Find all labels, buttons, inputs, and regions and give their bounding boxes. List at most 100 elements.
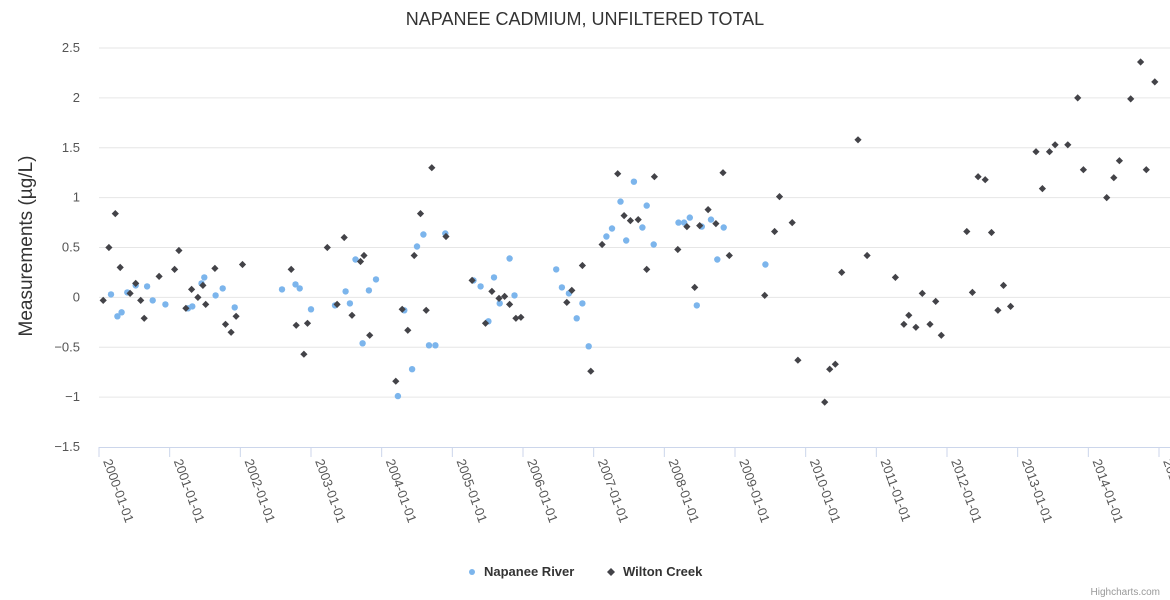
data-point[interactable] bbox=[333, 300, 341, 308]
data-point[interactable] bbox=[359, 340, 366, 347]
data-point[interactable] bbox=[420, 231, 427, 238]
data-point[interactable] bbox=[408, 366, 416, 373]
data-point[interactable] bbox=[603, 233, 610, 240]
data-point[interactable] bbox=[725, 251, 733, 260]
data-point[interactable] bbox=[794, 356, 802, 364]
data-point[interactable] bbox=[422, 306, 430, 314]
data-point[interactable] bbox=[999, 281, 1008, 289]
data-point[interactable] bbox=[107, 291, 115, 298]
data-point[interactable] bbox=[643, 202, 650, 209]
data-point[interactable] bbox=[650, 241, 657, 248]
data-point[interactable] bbox=[1115, 157, 1123, 165]
data-point[interactable] bbox=[425, 342, 433, 349]
data-point[interactable] bbox=[626, 217, 634, 225]
data-point[interactable] bbox=[1074, 94, 1082, 102]
data-point[interactable] bbox=[650, 173, 658, 181]
data-point[interactable] bbox=[918, 289, 926, 297]
data-point[interactable] bbox=[416, 210, 425, 218]
data-point[interactable] bbox=[366, 331, 374, 339]
data-point[interactable] bbox=[392, 377, 400, 385]
data-point[interactable] bbox=[1127, 95, 1135, 103]
data-point[interactable] bbox=[1137, 58, 1145, 66]
data-point[interactable] bbox=[155, 272, 163, 280]
data-point[interactable] bbox=[608, 225, 616, 232]
data-point[interactable] bbox=[831, 360, 839, 368]
data-point[interactable] bbox=[762, 261, 769, 268]
data-point[interactable] bbox=[981, 176, 989, 184]
data-point[interactable] bbox=[720, 224, 727, 231]
data-point[interactable] bbox=[634, 216, 642, 224]
data-point[interactable] bbox=[140, 314, 148, 322]
data-point[interactable] bbox=[194, 293, 202, 301]
data-point[interactable] bbox=[974, 173, 982, 181]
data-point[interactable] bbox=[232, 312, 240, 320]
data-point[interactable] bbox=[490, 274, 498, 281]
data-point[interactable] bbox=[132, 279, 140, 287]
data-point[interactable] bbox=[162, 301, 169, 308]
data-point[interactable] bbox=[394, 392, 402, 400]
data-point[interactable] bbox=[171, 265, 179, 273]
data-point[interactable] bbox=[231, 304, 238, 311]
data-point[interactable] bbox=[488, 287, 496, 295]
data-point[interactable] bbox=[468, 276, 476, 284]
data-point[interactable] bbox=[219, 285, 226, 292]
data-point[interactable] bbox=[413, 243, 421, 250]
data-point[interactable] bbox=[926, 320, 934, 328]
data-point[interactable] bbox=[587, 367, 595, 375]
data-point[interactable] bbox=[287, 265, 295, 273]
data-point[interactable] bbox=[189, 303, 196, 310]
data-point[interactable] bbox=[1051, 141, 1059, 149]
data-point[interactable] bbox=[579, 300, 586, 307]
data-point[interactable] bbox=[863, 251, 871, 260]
data-point[interactable] bbox=[1064, 141, 1072, 149]
data-point[interactable] bbox=[1032, 148, 1040, 156]
legend-item-wilton-creek[interactable]: Wilton Creek bbox=[607, 564, 703, 579]
data-point[interactable] bbox=[1045, 148, 1054, 156]
data-point[interactable] bbox=[348, 311, 356, 319]
data-point[interactable] bbox=[788, 219, 796, 227]
data-point[interactable] bbox=[292, 281, 299, 288]
data-point[interactable] bbox=[707, 216, 715, 223]
data-point[interactable] bbox=[175, 246, 183, 255]
data-point[interactable] bbox=[221, 320, 230, 328]
data-point[interactable] bbox=[963, 227, 971, 236]
data-point[interactable] bbox=[137, 296, 145, 304]
data-point[interactable] bbox=[838, 268, 846, 276]
data-point[interactable] bbox=[674, 245, 682, 254]
data-point[interactable] bbox=[585, 343, 592, 350]
data-point[interactable] bbox=[340, 233, 348, 242]
data-point[interactable] bbox=[99, 296, 107, 304]
data-point[interactable] bbox=[323, 243, 331, 252]
credits-link[interactable]: Highcharts.com bbox=[1091, 587, 1160, 598]
data-point[interactable] bbox=[573, 315, 580, 322]
data-point[interactable] bbox=[719, 169, 727, 177]
data-point[interactable] bbox=[356, 257, 365, 266]
data-point[interactable] bbox=[199, 281, 207, 289]
data-point[interactable] bbox=[506, 300, 514, 308]
data-point[interactable] bbox=[821, 398, 829, 406]
data-point[interactable] bbox=[296, 285, 303, 292]
data-point[interactable] bbox=[511, 292, 518, 299]
data-point[interactable] bbox=[182, 304, 190, 312]
data-point[interactable] bbox=[496, 300, 503, 307]
data-point[interactable] bbox=[553, 266, 560, 273]
data-point[interactable] bbox=[558, 284, 566, 291]
data-point[interactable] bbox=[1038, 185, 1046, 193]
data-point[interactable] bbox=[202, 300, 210, 308]
data-point[interactable] bbox=[620, 212, 628, 220]
data-point[interactable] bbox=[227, 328, 235, 336]
data-point[interactable] bbox=[126, 289, 134, 297]
data-point[interactable] bbox=[372, 276, 380, 283]
data-point[interactable] bbox=[342, 288, 349, 295]
data-point[interactable] bbox=[360, 251, 368, 260]
data-point[interactable] bbox=[477, 283, 484, 290]
data-point[interactable] bbox=[639, 224, 646, 231]
data-point[interactable] bbox=[891, 273, 899, 281]
data-point[interactable] bbox=[704, 206, 712, 214]
data-point[interactable] bbox=[1079, 166, 1087, 174]
data-point[interactable] bbox=[352, 256, 359, 263]
data-point[interactable] bbox=[238, 260, 247, 269]
data-point[interactable] bbox=[826, 365, 834, 373]
data-point[interactable] bbox=[201, 274, 208, 281]
data-point[interactable] bbox=[696, 222, 704, 230]
